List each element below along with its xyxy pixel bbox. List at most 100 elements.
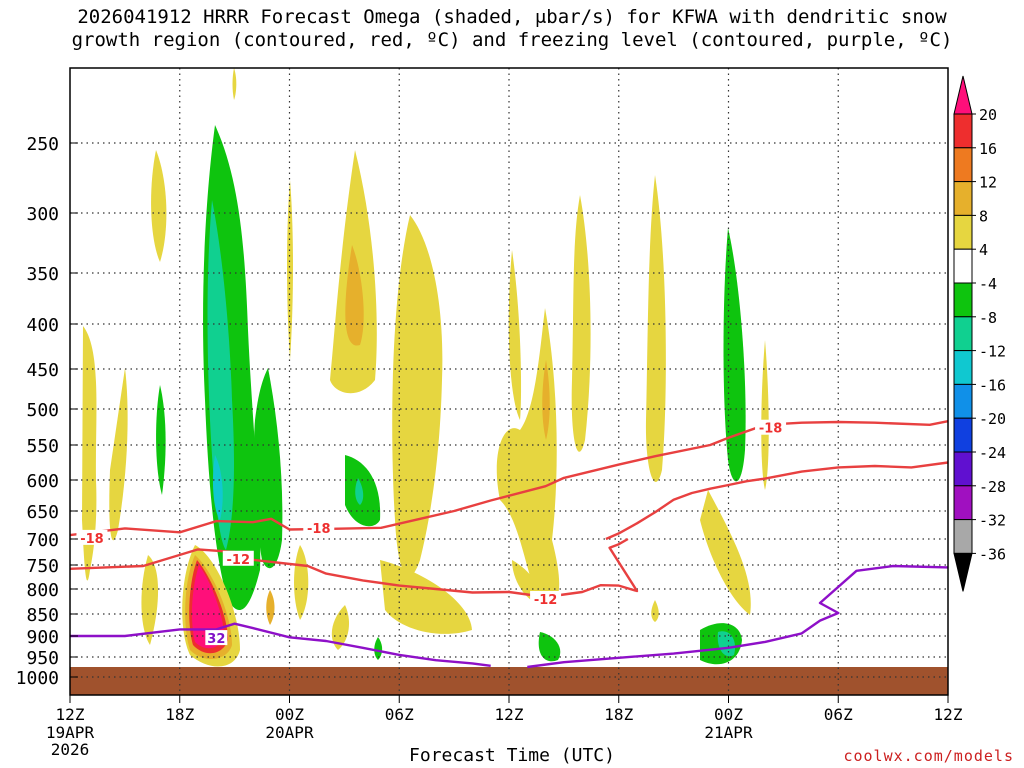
contour-label: -12 xyxy=(534,593,558,608)
cyan-blob xyxy=(212,455,223,520)
green-blob xyxy=(253,368,283,569)
y-axis-ticks: 2503003504004505005506006507007508008509… xyxy=(16,134,78,689)
gridlines xyxy=(70,68,948,695)
y-tick-label: 850 xyxy=(26,605,59,626)
green-blob xyxy=(723,228,746,482)
yellow-blob xyxy=(571,195,591,452)
yellow-blob xyxy=(496,308,560,606)
teal-blob xyxy=(717,631,736,657)
y-tick-label: 400 xyxy=(26,315,59,336)
colorbar-label: -12 xyxy=(979,343,1006,361)
credit-link[interactable]: coolwx.com/models xyxy=(843,747,1014,765)
colorbar-bottom-arrow xyxy=(953,552,973,592)
yellow-blob xyxy=(651,600,659,622)
contour-line xyxy=(70,622,491,667)
contour-label: -18 xyxy=(80,532,104,547)
colorbar-label: -8 xyxy=(979,309,997,327)
colorbar-segment xyxy=(953,417,973,453)
y-tick-label: 350 xyxy=(26,264,59,285)
colorbar-segment xyxy=(953,383,973,419)
yellow-blob xyxy=(508,250,522,420)
colorbar-segment xyxy=(953,451,973,487)
colorbar-label: 4 xyxy=(979,241,988,259)
colorbar-segment xyxy=(953,350,973,385)
yellow-blob xyxy=(700,490,751,615)
yellow-blob xyxy=(294,545,309,620)
orange-blob xyxy=(542,360,550,440)
x-tick-label: 12Z xyxy=(495,705,524,724)
colorbar-segment xyxy=(953,214,973,250)
colorbar-label: -36 xyxy=(979,545,1006,563)
y-tick-label: 950 xyxy=(26,648,59,669)
x-tick-date-label: 2026 xyxy=(51,740,90,759)
y-tick-label: 1000 xyxy=(16,668,59,689)
orange-blob xyxy=(266,590,275,625)
contour-label-bg xyxy=(222,550,254,566)
omega-shading-layer xyxy=(82,68,769,667)
contour-label-bg xyxy=(303,519,335,535)
yellow-blob xyxy=(761,340,769,490)
colorbar-segment xyxy=(953,248,973,284)
contour-line xyxy=(527,564,949,669)
y-tick-label: 600 xyxy=(26,471,59,492)
y-tick-label: 500 xyxy=(26,400,59,421)
y-tick-label: 300 xyxy=(26,204,59,225)
y-tick-label: 800 xyxy=(26,580,59,601)
yellow-blob xyxy=(151,150,167,262)
yellow-blob xyxy=(331,605,350,650)
magenta-blob xyxy=(191,565,224,649)
x-tick-label: 00Z xyxy=(275,705,304,724)
colorbar-segment xyxy=(953,282,973,318)
contour-label-bg xyxy=(530,591,562,606)
yellow-blob xyxy=(392,215,443,577)
colorbar-label: -16 xyxy=(979,376,1006,394)
contour-label: -12 xyxy=(227,553,251,568)
colorbar-label: -4 xyxy=(979,275,997,293)
colorbar-label: -20 xyxy=(979,410,1006,428)
colorbar-label: 12 xyxy=(979,174,997,192)
yellow-blob xyxy=(109,368,128,541)
x-tick-label: 00Z xyxy=(714,705,743,724)
yellow-blob xyxy=(287,180,293,360)
contour-label-bg xyxy=(755,419,787,435)
colorbar-segment xyxy=(953,485,973,521)
contour-line xyxy=(69,420,949,537)
yellow-blob xyxy=(232,68,237,100)
y-tick-label: 550 xyxy=(26,436,59,457)
green-blob xyxy=(156,385,166,495)
colorbar-segment xyxy=(953,113,973,149)
y-tick-label: 750 xyxy=(26,556,59,577)
colorbar-label: 8 xyxy=(979,207,988,225)
yellow-blob xyxy=(82,326,97,581)
colorbar-top-arrow xyxy=(953,75,973,115)
colorbar-segment xyxy=(953,519,973,554)
contour-labels: -18 -18 -18 -12 -12 32 xyxy=(76,419,787,647)
contour-label: 32 xyxy=(207,632,225,647)
contour-line xyxy=(605,461,949,541)
green-blob xyxy=(374,637,383,660)
x-tick-date-label: 21APR xyxy=(704,723,753,742)
colorbar-label: -28 xyxy=(979,478,1006,496)
yellow-blob xyxy=(141,555,159,645)
x-tick-label: 18Z xyxy=(165,705,194,724)
green-blob xyxy=(538,632,561,662)
orange-blob xyxy=(345,245,364,346)
colorbar-label: 20 xyxy=(979,106,997,124)
y-tick-label: 700 xyxy=(26,530,59,551)
colorbar-label: -32 xyxy=(979,512,1006,530)
chart-title: 2026041912 HRRR Forecast Omega (shaded, … xyxy=(71,6,953,51)
contour-label-bg xyxy=(205,630,228,646)
colorbar-label: -24 xyxy=(979,444,1006,462)
colorbar-label: 16 xyxy=(979,140,997,158)
colorbar-segment xyxy=(953,181,973,216)
x-axis-label: Forecast Time (UTC) xyxy=(409,745,615,766)
y-tick-label: 900 xyxy=(26,627,59,648)
yellow-blob xyxy=(380,560,472,634)
x-tick-label: 06Z xyxy=(385,705,414,724)
x-tick-label: 12Z xyxy=(934,705,963,724)
x-tick-label: 12Z xyxy=(56,705,85,724)
yellow-blob xyxy=(645,175,666,482)
x-tick-date-label: 20APR xyxy=(265,723,314,742)
